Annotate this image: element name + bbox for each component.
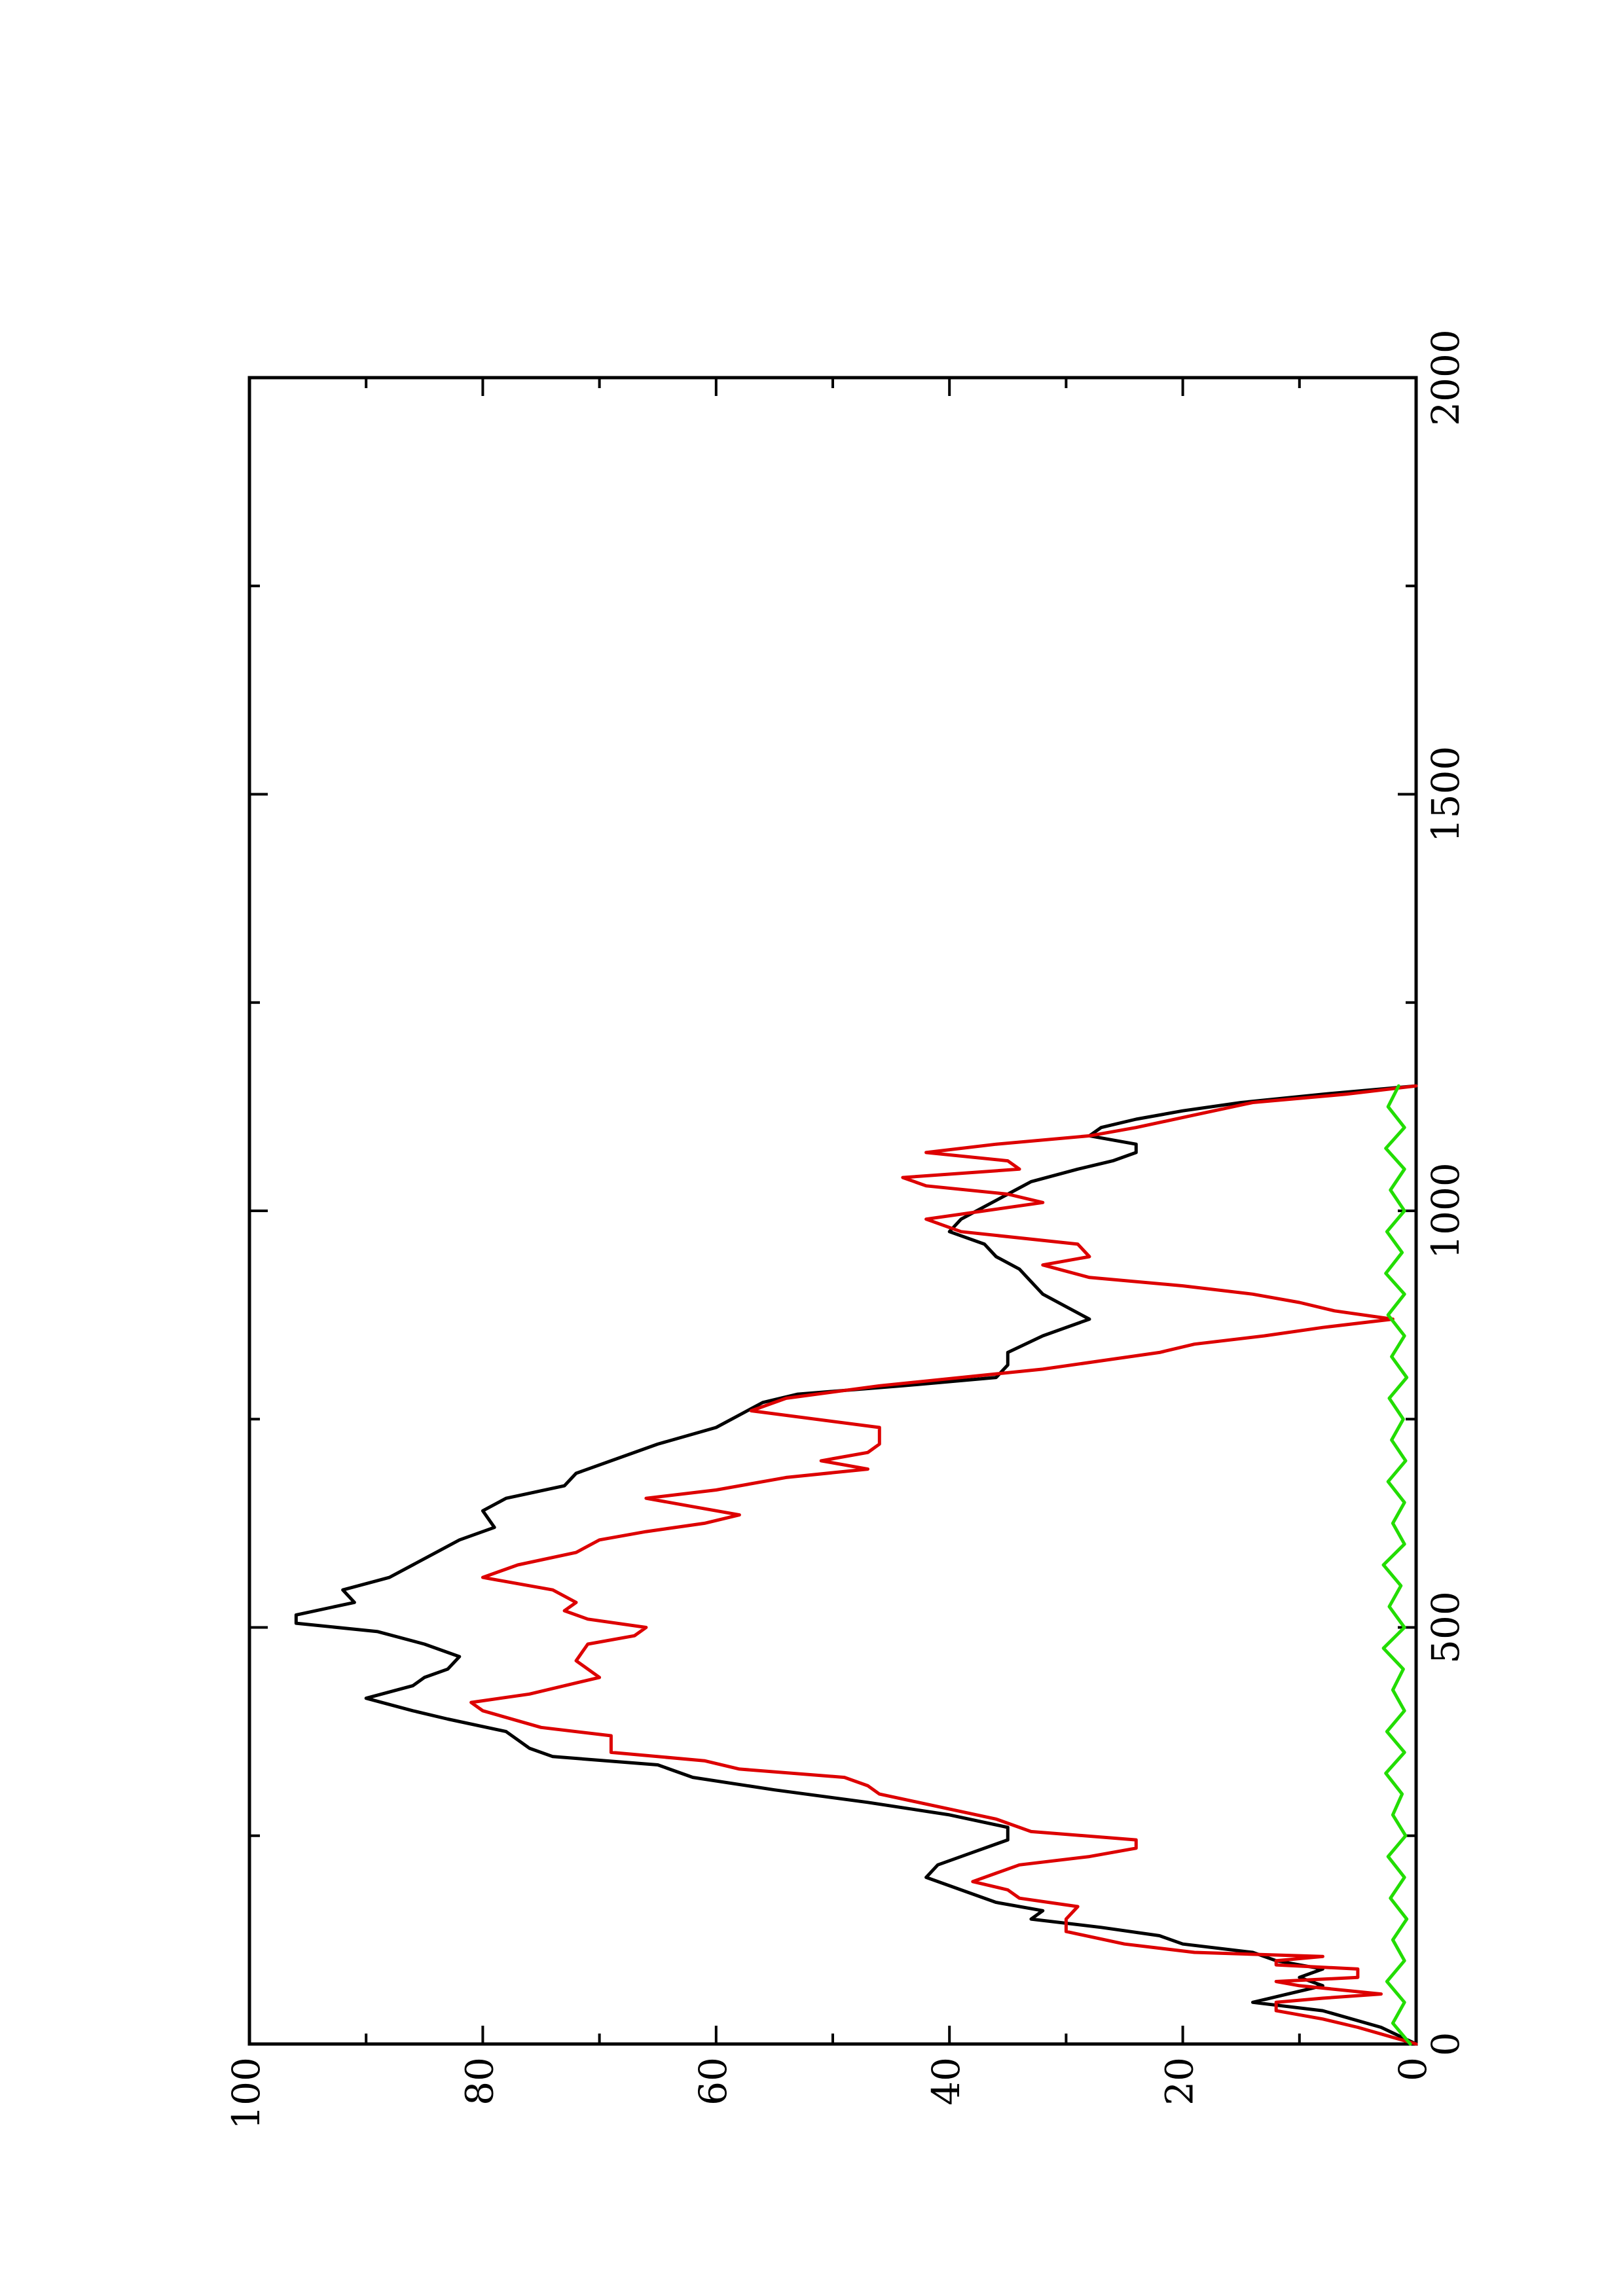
series-line-1 (294, 1084, 1418, 2046)
y-tick-label: 40 (924, 2057, 968, 2106)
axis-ticks (248, 376, 1417, 2045)
y-tick-label: 20 (1158, 2057, 1202, 2106)
x-tick-label: 1000 (1423, 1162, 1468, 1259)
y-tick-label: 0 (1391, 2057, 1435, 2081)
y-tick-label: 100 (224, 2057, 268, 2130)
y-tick-label: 60 (691, 2057, 735, 2106)
x-tick-label: 0 (1423, 2032, 1468, 2056)
x-tick-label: 2000 (1423, 329, 1468, 426)
series-line-3 (1381, 1084, 1412, 2046)
x-tick-label: 1500 (1423, 746, 1468, 843)
series-layer (294, 1084, 1418, 2046)
plot-frame (247, 376, 1418, 2046)
axis-tick-labels: 0 500 1000 1500 2000 0 20 40 60 80 100 (224, 329, 1468, 2130)
x-tick-label: 500 (1423, 1591, 1468, 1664)
series-line-2 (469, 1084, 1418, 2046)
y-tick-label: 80 (457, 2057, 501, 2106)
